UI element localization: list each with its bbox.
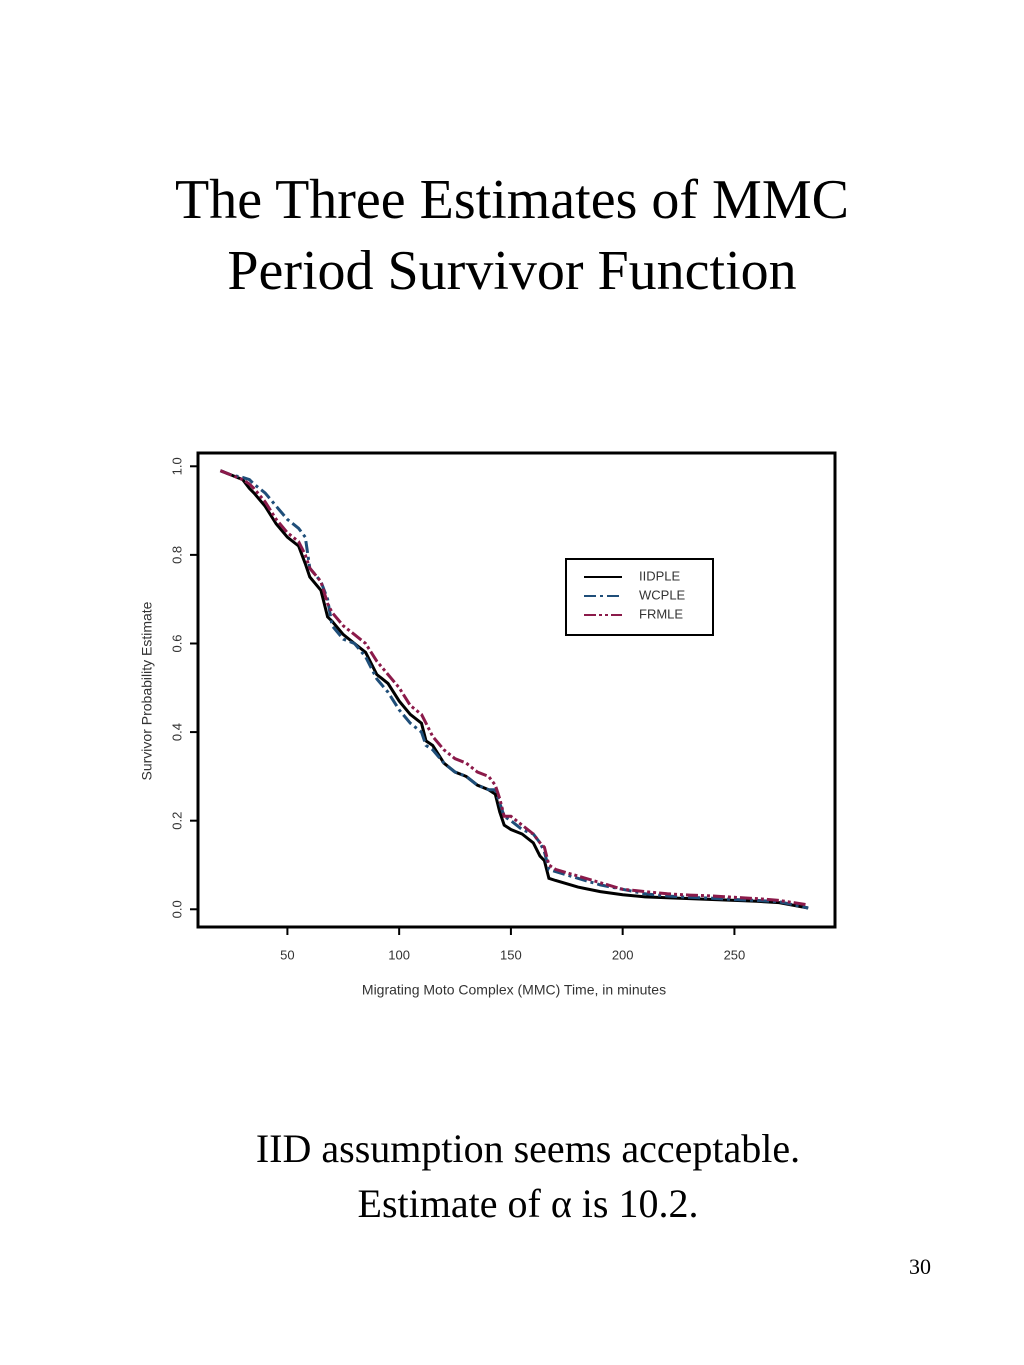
y-tick-label: 0.6 (169, 634, 184, 652)
x-tick-label: 250 (724, 947, 746, 962)
legend-label: IIDPLE (639, 568, 681, 583)
x-tick-label: 50 (280, 947, 294, 962)
x-axis-label: Migrating Moto Complex (MMC) Time, in mi… (362, 982, 666, 998)
series-line (219, 469, 809, 910)
y-tick-label: 0.8 (169, 546, 184, 564)
caption-line: IID assumption seems acceptable. (256, 1126, 800, 1171)
legend-label: WCPLE (639, 587, 686, 602)
y-tick-label: 0.2 (169, 812, 184, 830)
series-line (219, 469, 809, 907)
series-line (219, 469, 809, 910)
x-tick-label: 100 (388, 947, 410, 962)
page-number: 30 (909, 1254, 931, 1279)
title-line: Period Survivor Function (227, 240, 796, 302)
x-tick-label: 200 (612, 947, 634, 962)
y-axis-label: Survivor Probability Estimate (139, 601, 155, 780)
x-tick-label: 150 (500, 947, 522, 962)
y-tick-label: 0.0 (169, 900, 184, 918)
plot-frame (196, 451, 837, 929)
y-tick-label: 1.0 (169, 457, 184, 475)
caption-line: Estimate of α is 10.2. (358, 1181, 699, 1226)
title-line: The Three Estimates of MMC (175, 169, 849, 231)
legend-label: FRMLE (639, 606, 683, 621)
y-tick-label: 0.4 (169, 723, 184, 741)
